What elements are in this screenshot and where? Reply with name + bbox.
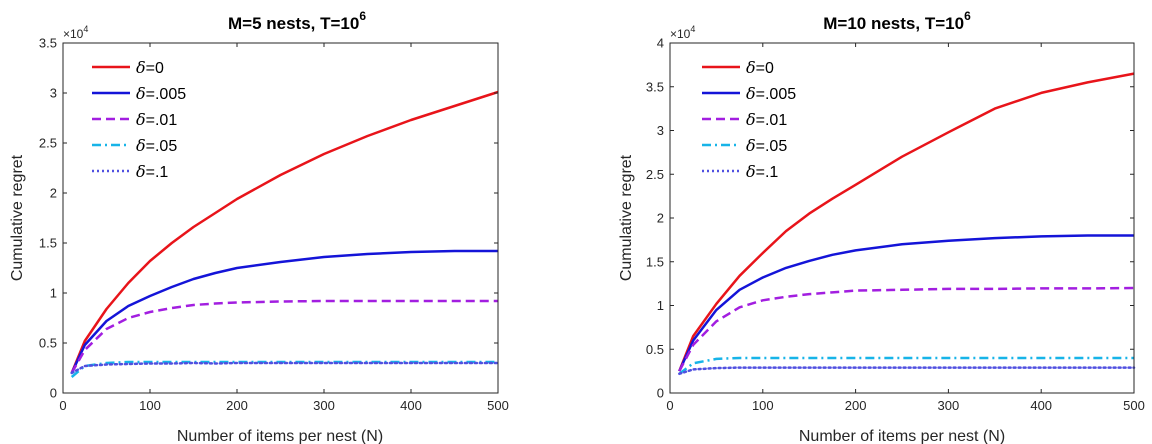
chart-left: 0 100 200 300 400 500 0 0.5 1 1.5 2 2.5 3 3.5 M=5 nes… xyxy=(9,9,509,444)
y-tick-label-right: 1 xyxy=(657,298,664,313)
chart-title-right: M=10 nests, T=106 xyxy=(823,9,971,33)
y-tick-label-right: 0 xyxy=(657,386,664,401)
y-tick-label-left: 1.5 xyxy=(39,236,57,251)
y-tick-label-left: 2.5 xyxy=(39,136,57,151)
x-tick-label-left: 200 xyxy=(226,398,248,413)
x-tick-label-left: 100 xyxy=(139,398,161,413)
y-multiplier-left: ×104 xyxy=(63,24,88,41)
ticks-left: 0 100 200 300 400 500 0 0.5 1 1.5 2 2.5 3 3.5 xyxy=(39,36,509,414)
y-tick-label-left: 2 xyxy=(50,186,57,201)
axes-box-left xyxy=(62,42,499,394)
legend-left: δ=0 δ=.005 δ=.01 δ=.05 δ=.1 xyxy=(92,58,186,181)
x-tick-label-right: 0 xyxy=(666,398,673,413)
y-tick-label-left: 1 xyxy=(50,286,57,301)
y-tick-label-right: 1.5 xyxy=(646,254,664,269)
legend-label-delta-005-right: δ=.005 xyxy=(746,84,796,103)
y-tick-label-left: 0 xyxy=(50,386,57,401)
title-exponent-right: 6 xyxy=(964,9,971,23)
legend-delta-symbol: δ xyxy=(136,162,146,181)
x-tick-label-left: 0 xyxy=(59,398,66,413)
series-line-delta-01-left xyxy=(70,299,498,374)
y-axis-label-right: Cumulative regret xyxy=(618,154,635,281)
legend-label-delta-01-right: δ=.01 xyxy=(746,110,787,129)
x-axis-label-left: Number of items per nest (N) xyxy=(177,428,383,444)
series-line-delta-0-left xyxy=(70,90,499,374)
y-tick-label-right: 2 xyxy=(657,211,664,226)
x-tick-label-right: 400 xyxy=(1030,398,1052,413)
chart-right: 0 100 200 300 400 500 0 0.5 1 1.5 2 2.5 3 3.5 4 M=10 n… xyxy=(618,9,1145,444)
legend-delta-symbol: δ xyxy=(136,84,146,103)
legend-label-delta-0-right: δ=0 xyxy=(746,58,774,77)
y-axis-label-left: Cumulative regret xyxy=(9,154,26,281)
series-line-delta-005-left xyxy=(70,249,498,374)
legend-label-delta-05-right: δ=.05 xyxy=(746,136,787,155)
y-tick-label-right: 3.5 xyxy=(646,79,664,94)
y-tick-label-right: 0.5 xyxy=(646,342,664,357)
y-multiplier-exponent-left: 4 xyxy=(83,24,88,34)
legend-delta-symbol: δ xyxy=(746,136,756,155)
legend-label-delta-0-left: δ=0 xyxy=(136,58,164,77)
series-group-right xyxy=(678,72,1136,376)
x-tick-label-left: 300 xyxy=(313,398,335,413)
series-group-left xyxy=(70,90,500,378)
legend-delta-symbol: δ xyxy=(746,162,756,181)
legend-delta-symbol: δ xyxy=(746,84,756,103)
legend-label-delta-005-left: δ=.005 xyxy=(136,84,186,103)
y-tick-label-left: 3.5 xyxy=(39,36,57,51)
legend-delta-symbol: δ xyxy=(746,58,756,77)
x-tick-label-left: 500 xyxy=(487,398,509,413)
x-tick-label-right: 300 xyxy=(938,398,960,413)
y-tick-label-right: 3 xyxy=(657,123,664,138)
series-line-delta-01-right xyxy=(678,286,1135,372)
y-tick-label-right: 4 xyxy=(657,36,664,51)
x-tick-label-right: 500 xyxy=(1123,398,1145,413)
plot-area-right xyxy=(670,43,1134,393)
series-line-delta-0-right xyxy=(678,72,1135,372)
series-line-delta-1-right xyxy=(678,366,1136,376)
ticks-right: 0 100 200 300 400 500 0 0.5 1 1.5 2 2.5 3 3.5 4 xyxy=(646,36,1145,414)
chart-title-left: M=5 nests, T=106 xyxy=(228,9,366,33)
y-tick-label-left: 3 xyxy=(50,86,57,101)
series-line-delta-005-right xyxy=(678,234,1134,372)
plot-area-left xyxy=(63,43,498,393)
legend-label-delta-1-right: δ=.1 xyxy=(746,162,778,181)
x-tick-label-left: 400 xyxy=(400,398,422,413)
series-line-delta-05-right xyxy=(678,356,1134,375)
legend-label-delta-1-left: δ=.1 xyxy=(136,162,168,181)
legend-delta-symbol: δ xyxy=(136,58,146,77)
legend-delta-symbol: δ xyxy=(746,110,756,129)
legend-delta-symbol: δ xyxy=(136,110,146,129)
y-multiplier-exponent-right: 4 xyxy=(690,24,695,34)
legend-label-delta-05-left: δ=.05 xyxy=(136,136,177,155)
legend-right: δ=0 δ=.005 δ=.01 δ=.05 δ=.1 xyxy=(702,58,796,181)
title-exponent-left: 6 xyxy=(359,9,366,23)
x-tick-label-right: 100 xyxy=(752,398,774,413)
legend-label-delta-01-left: δ=.01 xyxy=(136,110,177,129)
y-tick-label-right: 2.5 xyxy=(646,167,664,182)
y-tick-label-left: 0.5 xyxy=(39,336,57,351)
x-axis-label-right: Number of items per nest (N) xyxy=(799,428,1005,444)
series-line-delta-1-left xyxy=(70,361,500,375)
legend-delta-symbol: δ xyxy=(136,136,146,155)
x-tick-label-right: 200 xyxy=(845,398,867,413)
y-multiplier-right: ×104 xyxy=(670,24,695,41)
